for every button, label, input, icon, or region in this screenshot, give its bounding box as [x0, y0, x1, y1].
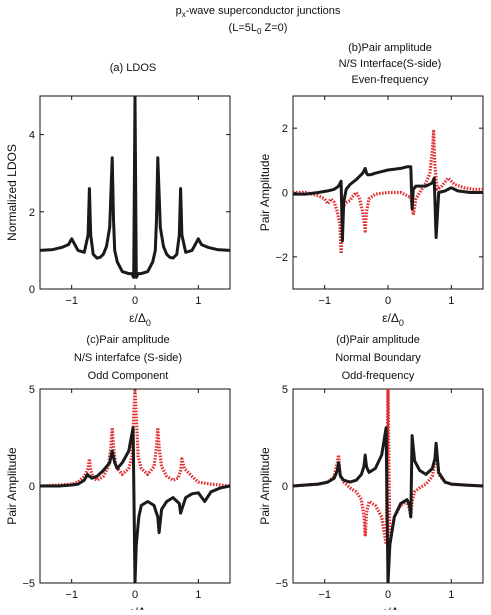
panel-c-ytick-label: 0	[29, 481, 35, 493]
panel-c: (c)Pair amplitude N/S interfafce (S-side)…	[5, 334, 231, 615]
panel-c-ytick-label: 5	[29, 384, 35, 396]
panel-b-xtick-label: 1	[448, 295, 454, 307]
panel-d-ytick-label: 0	[282, 481, 288, 493]
panel-d-ytick-label: −5	[275, 578, 288, 590]
panel-a-xtick-label: −1	[65, 295, 78, 307]
panel-d-title-line: (d)Pair amplitude	[336, 334, 420, 346]
panel-d-title-line: Odd-frequency	[342, 370, 415, 382]
panel-c-title-line: Odd Component	[88, 370, 169, 382]
panel-d-xtick-label: 0	[385, 589, 391, 601]
panel-c-xlabel: ε/Δ0	[129, 605, 151, 610]
panel-b-xtick-label: 0	[385, 295, 391, 307]
panel-b-xtick-label: −1	[318, 295, 331, 307]
panel-d: (d)Pair amplitude Normal Boundary Odd-freq…	[258, 334, 484, 615]
panel-b-ylabel: Pair Amplitude	[258, 153, 272, 231]
panel-b: (b)Pair amplitude N/S Interface(S-side) Ev…	[258, 42, 484, 328]
panel-d-title-line: Normal Boundary	[335, 352, 421, 364]
panel-d-xlabel: ε/Δ0	[382, 605, 404, 610]
panel-a-ytick-label: 4	[29, 130, 35, 142]
panel-b-title-line: N/S Interface(S-side)	[339, 58, 442, 70]
panel-b-ytick-label: 2	[282, 123, 288, 135]
panel-a-ytick-label: 2	[29, 207, 35, 219]
panel-a-xtick-label: 0	[132, 295, 138, 307]
panel-c-title-line: N/S interfafce (S-side)	[74, 352, 182, 364]
figure-subtitle: (L=5L0 Z=0)	[229, 22, 288, 36]
panel-c-xtick-label: −1	[65, 589, 78, 601]
panel-c-title-line: (c)Pair amplitude	[86, 334, 169, 346]
panel-b-series-solid	[293, 165, 483, 243]
panel-d-ylabel: Pair Amplitude	[258, 447, 272, 525]
panel-b-ytick-label: −2	[275, 252, 288, 264]
panel-b-title-line: (b)Pair amplitude	[348, 42, 432, 54]
panel-d-xtick-label: −1	[318, 589, 331, 601]
panel-c-series-solid	[40, 426, 230, 583]
panel-a-xlabel: ε/Δ0	[129, 311, 151, 328]
panel-a-series-solid	[40, 96, 230, 279]
panel-d-xtick-label: 1	[448, 589, 454, 601]
panel-c-xtick-label: 1	[195, 589, 201, 601]
panel-c-ytick-label: −5	[22, 578, 35, 590]
panel-c-xtick-label: 0	[132, 589, 138, 601]
panel-d-series-solid	[293, 426, 483, 583]
panel-d-ytick-label: 5	[282, 384, 288, 396]
panel-a-title-line: (a) LDOS	[110, 62, 156, 74]
panel-b-xlabel: ε/Δ0	[382, 311, 404, 328]
panel-c-ylabel: Pair Amplitude	[5, 447, 19, 525]
panel-a-ylabel: Normalized LDOS	[5, 144, 19, 241]
panel-b-series-dotted	[293, 129, 483, 256]
panel-c-series-dotted	[40, 389, 230, 488]
figure-title: px-wave superconductor junctions	[176, 5, 341, 19]
panel-b-title-line: Even-frequency	[351, 74, 429, 86]
panel-a: (a) LDOS −1 0 1 0 2 4 ε/Δ0 Normalized LDOS	[5, 62, 231, 328]
panel-a-ytick-label: 0	[29, 284, 35, 296]
panel-a-xtick-label: 1	[195, 295, 201, 307]
panel-b-ytick-label: 0	[282, 188, 288, 200]
